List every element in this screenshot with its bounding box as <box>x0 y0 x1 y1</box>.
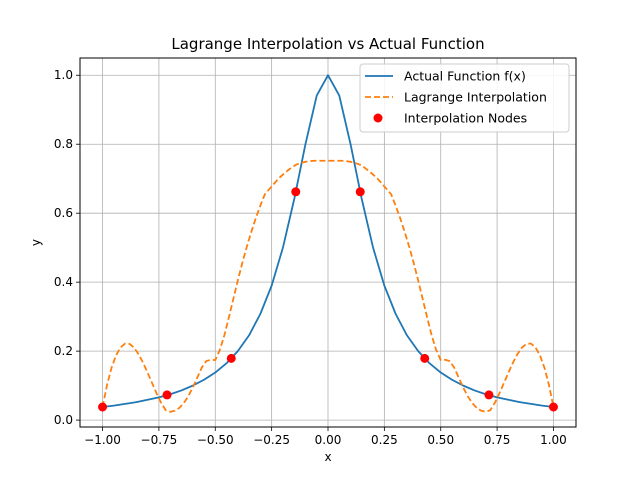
interpolation-node-point <box>226 353 236 363</box>
legend-label: Actual Function f(x) <box>404 69 526 84</box>
lagrange-interpolation-line <box>101 159 555 413</box>
x-tick-label: −0.25 <box>253 433 290 447</box>
y-axis-title: y <box>29 239 43 246</box>
x-tick-label: −0.50 <box>197 433 234 447</box>
legend: Actual Function f(x) Lagrange Interpolati… <box>359 63 570 133</box>
x-tick-label: 0.50 <box>427 433 454 447</box>
x-tick-label: 1.00 <box>540 433 567 447</box>
x-tick-label: −1.00 <box>84 433 121 447</box>
y-tick-label: 1.0 <box>54 68 73 82</box>
interpolation-node-point <box>420 353 430 363</box>
x-tick-label: 0.00 <box>315 433 342 447</box>
interpolation-node-point <box>484 390 494 400</box>
interpolation-node-point <box>98 402 108 412</box>
y-tick-label: 0.8 <box>54 137 73 151</box>
interpolation-node-point <box>548 402 558 412</box>
chart-title: Lagrange Interpolation vs Actual Functio… <box>171 35 484 53</box>
actual-function-line <box>102 74 554 408</box>
interpolation-node-point <box>355 187 365 197</box>
legend-box <box>359 63 570 133</box>
y-tick-label: 0.6 <box>54 206 73 220</box>
axis-ticks: −1.00 −0.75 −0.50 −0.25 0.00 0.25 0.50 0.75 1.00… <box>54 68 567 447</box>
x-tick-label: 0.25 <box>371 433 398 447</box>
x-tick-label: 0.75 <box>484 433 511 447</box>
y-tick-label: 0.4 <box>54 275 73 289</box>
interpolation-node-point <box>162 390 172 400</box>
y-tick-label: 0.0 <box>54 413 73 427</box>
legend-marker <box>373 113 383 123</box>
x-axis-title: x <box>324 450 331 464</box>
legend-label: Lagrange Interpolation <box>404 90 547 105</box>
y-tick-label: 0.2 <box>54 344 73 358</box>
interpolation-node-point <box>291 187 301 197</box>
x-tick-label: −0.75 <box>141 433 178 447</box>
legend-label: Interpolation Nodes <box>404 111 527 126</box>
plot-series <box>98 74 558 413</box>
